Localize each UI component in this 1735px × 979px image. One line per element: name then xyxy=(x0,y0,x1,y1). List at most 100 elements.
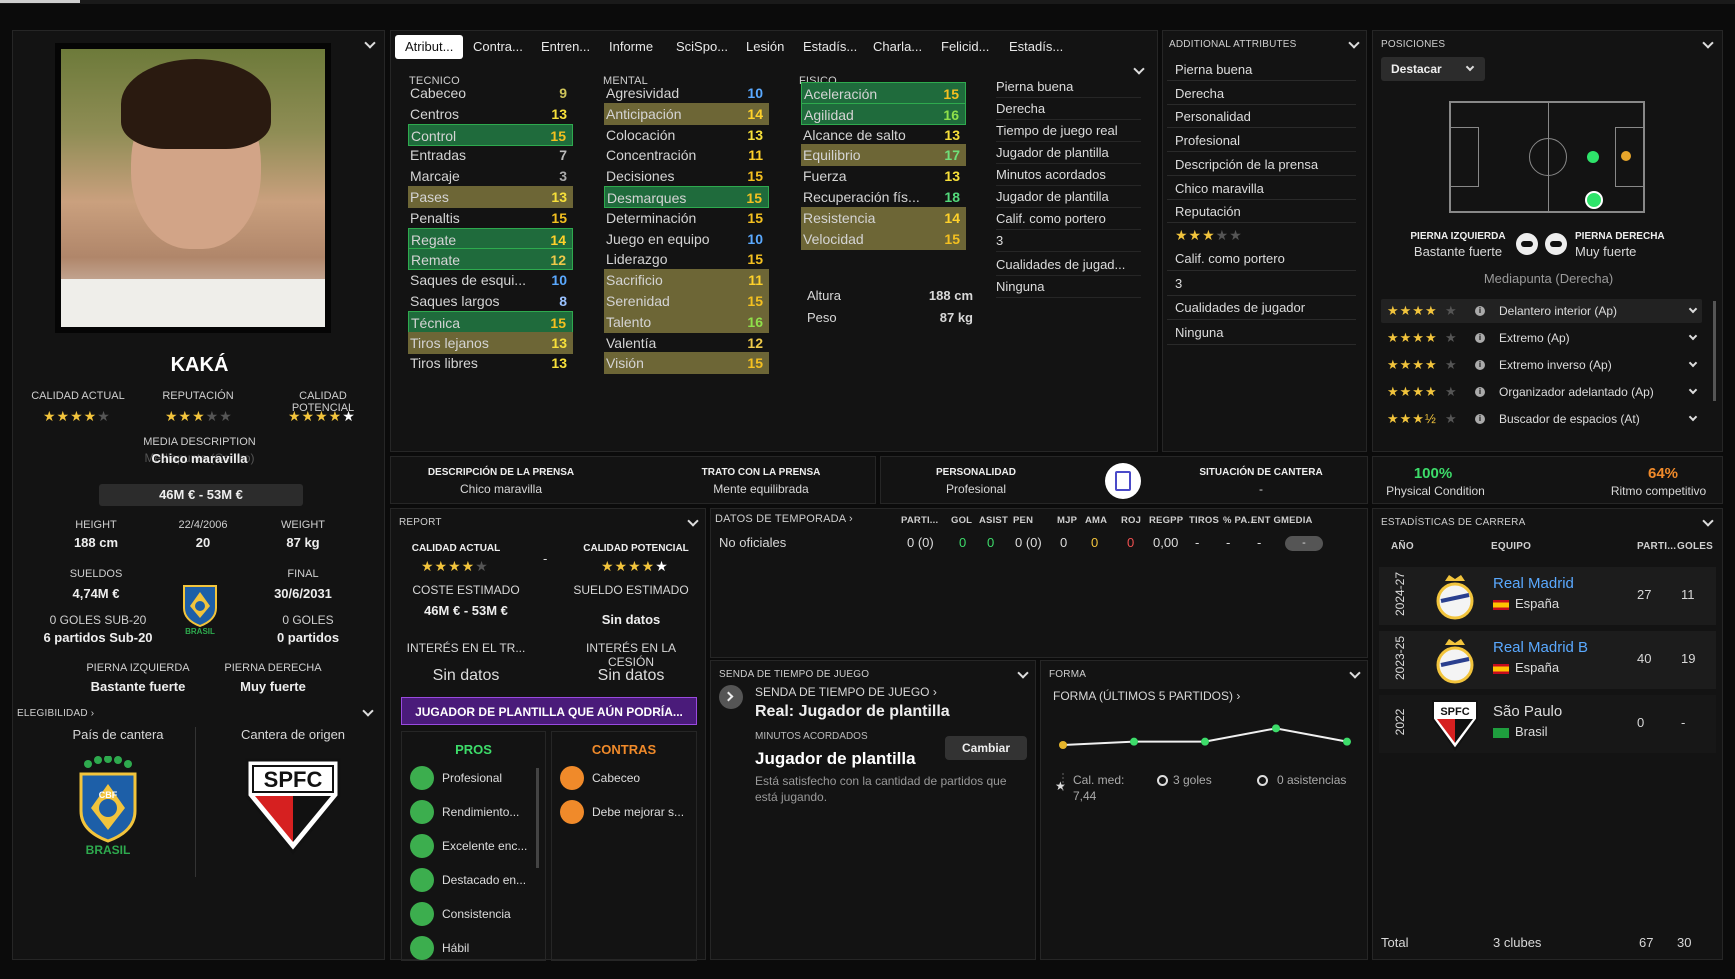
tab-5[interactable]: Lesión xyxy=(746,39,785,54)
attr-row[interactable]: Entradas 7 xyxy=(408,144,573,166)
info-icon[interactable]: i xyxy=(1475,333,1485,343)
attr-row[interactable]: Fuerza 13 xyxy=(801,165,966,187)
season-col-header[interactable]: PEN xyxy=(1013,515,1034,526)
tab-7[interactable]: Charla... xyxy=(873,39,923,54)
eligibility-link[interactable]: ELEGIBILIDAD › xyxy=(17,708,95,719)
chevron-down-icon[interactable] xyxy=(1017,667,1029,679)
chevron-down-icon[interactable] xyxy=(1133,63,1145,75)
chevron-down-icon[interactable] xyxy=(1348,37,1360,49)
attr-row[interactable]: Remate 12 xyxy=(408,248,573,271)
attr-row[interactable]: Velocidad 15 xyxy=(801,227,966,250)
attr-row[interactable]: Colocación 13 xyxy=(604,124,769,146)
pro-item[interactable]: Profesional xyxy=(410,766,533,792)
tab-2[interactable]: Entren... xyxy=(541,39,591,54)
tab-8[interactable]: Felicid... xyxy=(941,39,990,54)
attr-row[interactable]: Determinación 15 xyxy=(604,207,769,229)
role-row[interactable]: ★★★★ ★ i Extremo (Ap) xyxy=(1381,326,1702,350)
club-name[interactable]: Real Madrid B xyxy=(1493,639,1589,656)
attr-row[interactable]: Regate 14 xyxy=(408,227,573,250)
arrow-right-icon[interactable] xyxy=(719,685,743,709)
season-title[interactable]: DATOS DE TEMPORADA › xyxy=(715,513,853,525)
season-col-header[interactable]: ENT G xyxy=(1251,515,1282,526)
attr-row[interactable]: Talento 16 xyxy=(604,310,769,333)
attr-row[interactable]: Sacrificio 11 xyxy=(604,269,769,292)
attr-row[interactable]: Concentración 11 xyxy=(604,144,769,166)
info-icon[interactable]: i xyxy=(1475,306,1485,316)
attr-row[interactable]: Agresividad 10 xyxy=(604,82,769,104)
pro-item[interactable]: Consistencia xyxy=(410,902,533,928)
chevron-down-icon[interactable] xyxy=(364,37,376,49)
attr-row[interactable]: Visión 15 xyxy=(604,352,769,375)
season-col-header[interactable]: GOL xyxy=(951,515,973,526)
tab-4[interactable]: SciSpo... xyxy=(676,39,729,54)
info-icon[interactable]: i xyxy=(1475,360,1485,370)
info-icon[interactable]: i xyxy=(1475,387,1485,397)
attr-row[interactable]: Liderazgo 15 xyxy=(604,248,769,270)
attr-row[interactable]: Alcance de salto 13 xyxy=(801,124,966,146)
chevron-down-icon[interactable] xyxy=(1688,385,1698,395)
attr-row[interactable]: Serenidad 15 xyxy=(604,290,769,312)
attr-row[interactable]: Pases 13 xyxy=(408,186,573,208)
tab-9[interactable]: Estadís... xyxy=(1009,39,1064,54)
attr-row[interactable]: Cabeceo 9 xyxy=(408,82,573,104)
attr-row[interactable]: Recuperación fís... 18 xyxy=(801,186,966,208)
report-banner[interactable]: JUGADOR DE PLANTILLA QUE AÚN PODRÍA... xyxy=(401,697,697,725)
career-row[interactable]: 2022 SPFC São Paulo Brasil 0 - xyxy=(1379,695,1716,753)
role-row[interactable]: ★★★★ ★ i Delantero interior (Ap) xyxy=(1381,299,1702,323)
career-row[interactable]: 2024-27 Real Madrid España 27 11 xyxy=(1379,567,1716,625)
attr-row[interactable]: Técnica 15 xyxy=(408,310,573,333)
attr-row[interactable]: Penaltis 15 xyxy=(408,207,573,229)
role-row[interactable]: ★★★★ ★ i Organizador adelantado (Ap) xyxy=(1381,380,1702,404)
pathway-sub[interactable]: SENDA DE TIEMPO DE JUEGO › xyxy=(755,685,937,699)
attr-row[interactable]: Centros 13 xyxy=(408,103,573,125)
highlight-dropdown[interactable]: Destacar xyxy=(1381,57,1485,81)
attr-row[interactable]: Marcaje 3 xyxy=(408,165,573,187)
scrollbar[interactable] xyxy=(536,768,539,868)
attr-row[interactable]: Aceleración 15 xyxy=(801,82,966,104)
scrollbar[interactable] xyxy=(1713,301,1716,401)
attr-row[interactable]: Control 15 xyxy=(408,123,573,146)
tab-0[interactable]: Atribut... xyxy=(395,35,464,59)
attr-row[interactable]: Decisiones 15 xyxy=(604,165,769,187)
chevron-down-icon[interactable] xyxy=(1702,515,1714,527)
attr-row[interactable]: Equilibrio 17 xyxy=(801,144,966,167)
season-col-header[interactable]: MJP xyxy=(1057,515,1078,526)
role-row[interactable]: ★★★★ ★ i Extremo inverso (Ap) xyxy=(1381,353,1702,377)
season-col-header[interactable]: ASIST xyxy=(979,515,1008,526)
tab-6[interactable]: Estadís... xyxy=(803,39,858,54)
season-col-header[interactable]: ROJ xyxy=(1121,515,1142,526)
season-col-header[interactable]: TIROS xyxy=(1189,515,1220,526)
info-icon[interactable]: i xyxy=(1475,414,1485,424)
chevron-down-icon[interactable] xyxy=(362,705,374,717)
chevron-down-icon[interactable] xyxy=(1688,304,1698,314)
season-col-header[interactable]: PARTI... xyxy=(901,515,939,526)
chevron-down-icon[interactable] xyxy=(1702,37,1714,49)
club-name[interactable]: Real Madrid xyxy=(1493,575,1574,592)
value-badge[interactable]: 46M € - 53M € xyxy=(99,484,303,506)
attr-row[interactable]: Juego en equipo 10 xyxy=(604,228,769,250)
tab-3[interactable]: Informe xyxy=(609,39,654,54)
attr-row[interactable]: Saques de esqui... 10 xyxy=(408,269,573,291)
form-sub[interactable]: FORMA (ÚLTIMOS 5 PARTIDOS) › xyxy=(1053,689,1241,703)
con-item[interactable]: Cabeceo xyxy=(560,766,688,792)
chevron-down-icon[interactable] xyxy=(687,515,699,527)
chevron-down-icon[interactable] xyxy=(1688,331,1698,341)
pro-item[interactable]: Excelente enc... xyxy=(410,834,533,860)
season-col-header[interactable]: % PA... xyxy=(1223,515,1256,526)
career-row[interactable]: 2023-25 Real Madrid B España 40 19 xyxy=(1379,631,1716,689)
pro-item[interactable]: Destacado en... xyxy=(410,868,533,894)
chevron-down-icon[interactable] xyxy=(1349,667,1361,679)
con-item[interactable]: Debe mejorar s... xyxy=(560,800,688,826)
attr-row[interactable]: Desmarques 15 xyxy=(604,186,769,208)
attr-row[interactable]: Valentía 12 xyxy=(604,332,769,354)
pro-item[interactable]: Rendimiento... xyxy=(410,800,533,826)
chevron-down-icon[interactable] xyxy=(1688,358,1698,368)
attr-row[interactable]: Saques largos 8 xyxy=(408,290,573,312)
pro-item[interactable]: Hábil xyxy=(410,936,533,962)
tab-1[interactable]: Contra... xyxy=(473,39,523,54)
attr-row[interactable]: Agilidad 16 xyxy=(801,102,966,125)
attr-row[interactable]: Tiros libres 13 xyxy=(408,352,573,374)
season-col-header[interactable]: MEDIA xyxy=(1281,515,1313,526)
attr-row[interactable]: Anticipación 14 xyxy=(604,102,769,125)
change-button[interactable]: Cambiar xyxy=(945,736,1027,760)
